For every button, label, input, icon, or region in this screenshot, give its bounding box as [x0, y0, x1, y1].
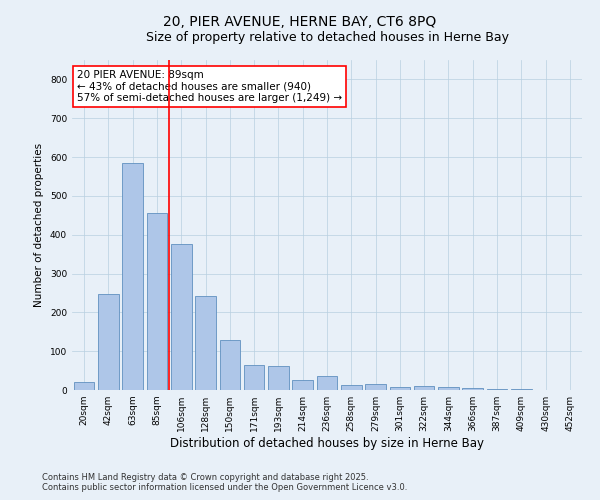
X-axis label: Distribution of detached houses by size in Herne Bay: Distribution of detached houses by size … [170, 437, 484, 450]
Bar [195, 296, 216, 390]
Bar [146, 214, 167, 390]
Bar [365, 384, 386, 390]
Bar [98, 294, 119, 390]
Text: 20, PIER AVENUE, HERNE BAY, CT6 8PQ: 20, PIER AVENUE, HERNE BAY, CT6 8PQ [163, 15, 437, 29]
Bar [122, 163, 143, 390]
Text: 20 PIER AVENUE: 89sqm
← 43% of detached houses are smaller (940)
57% of semi-det: 20 PIER AVENUE: 89sqm ← 43% of detached … [77, 70, 342, 103]
Bar [341, 386, 362, 390]
Y-axis label: Number of detached properties: Number of detached properties [34, 143, 44, 307]
Title: Size of property relative to detached houses in Herne Bay: Size of property relative to detached ho… [146, 30, 509, 44]
Bar [268, 366, 289, 390]
Bar [244, 365, 265, 390]
Bar [317, 376, 337, 390]
Bar [74, 382, 94, 390]
Bar [171, 244, 191, 390]
Bar [438, 387, 459, 390]
Bar [292, 380, 313, 390]
Bar [511, 389, 532, 390]
Bar [414, 386, 434, 390]
Bar [487, 389, 508, 390]
Text: Contains HM Land Registry data © Crown copyright and database right 2025.
Contai: Contains HM Land Registry data © Crown c… [42, 473, 407, 492]
Bar [389, 387, 410, 390]
Bar [463, 388, 483, 390]
Bar [220, 340, 240, 390]
